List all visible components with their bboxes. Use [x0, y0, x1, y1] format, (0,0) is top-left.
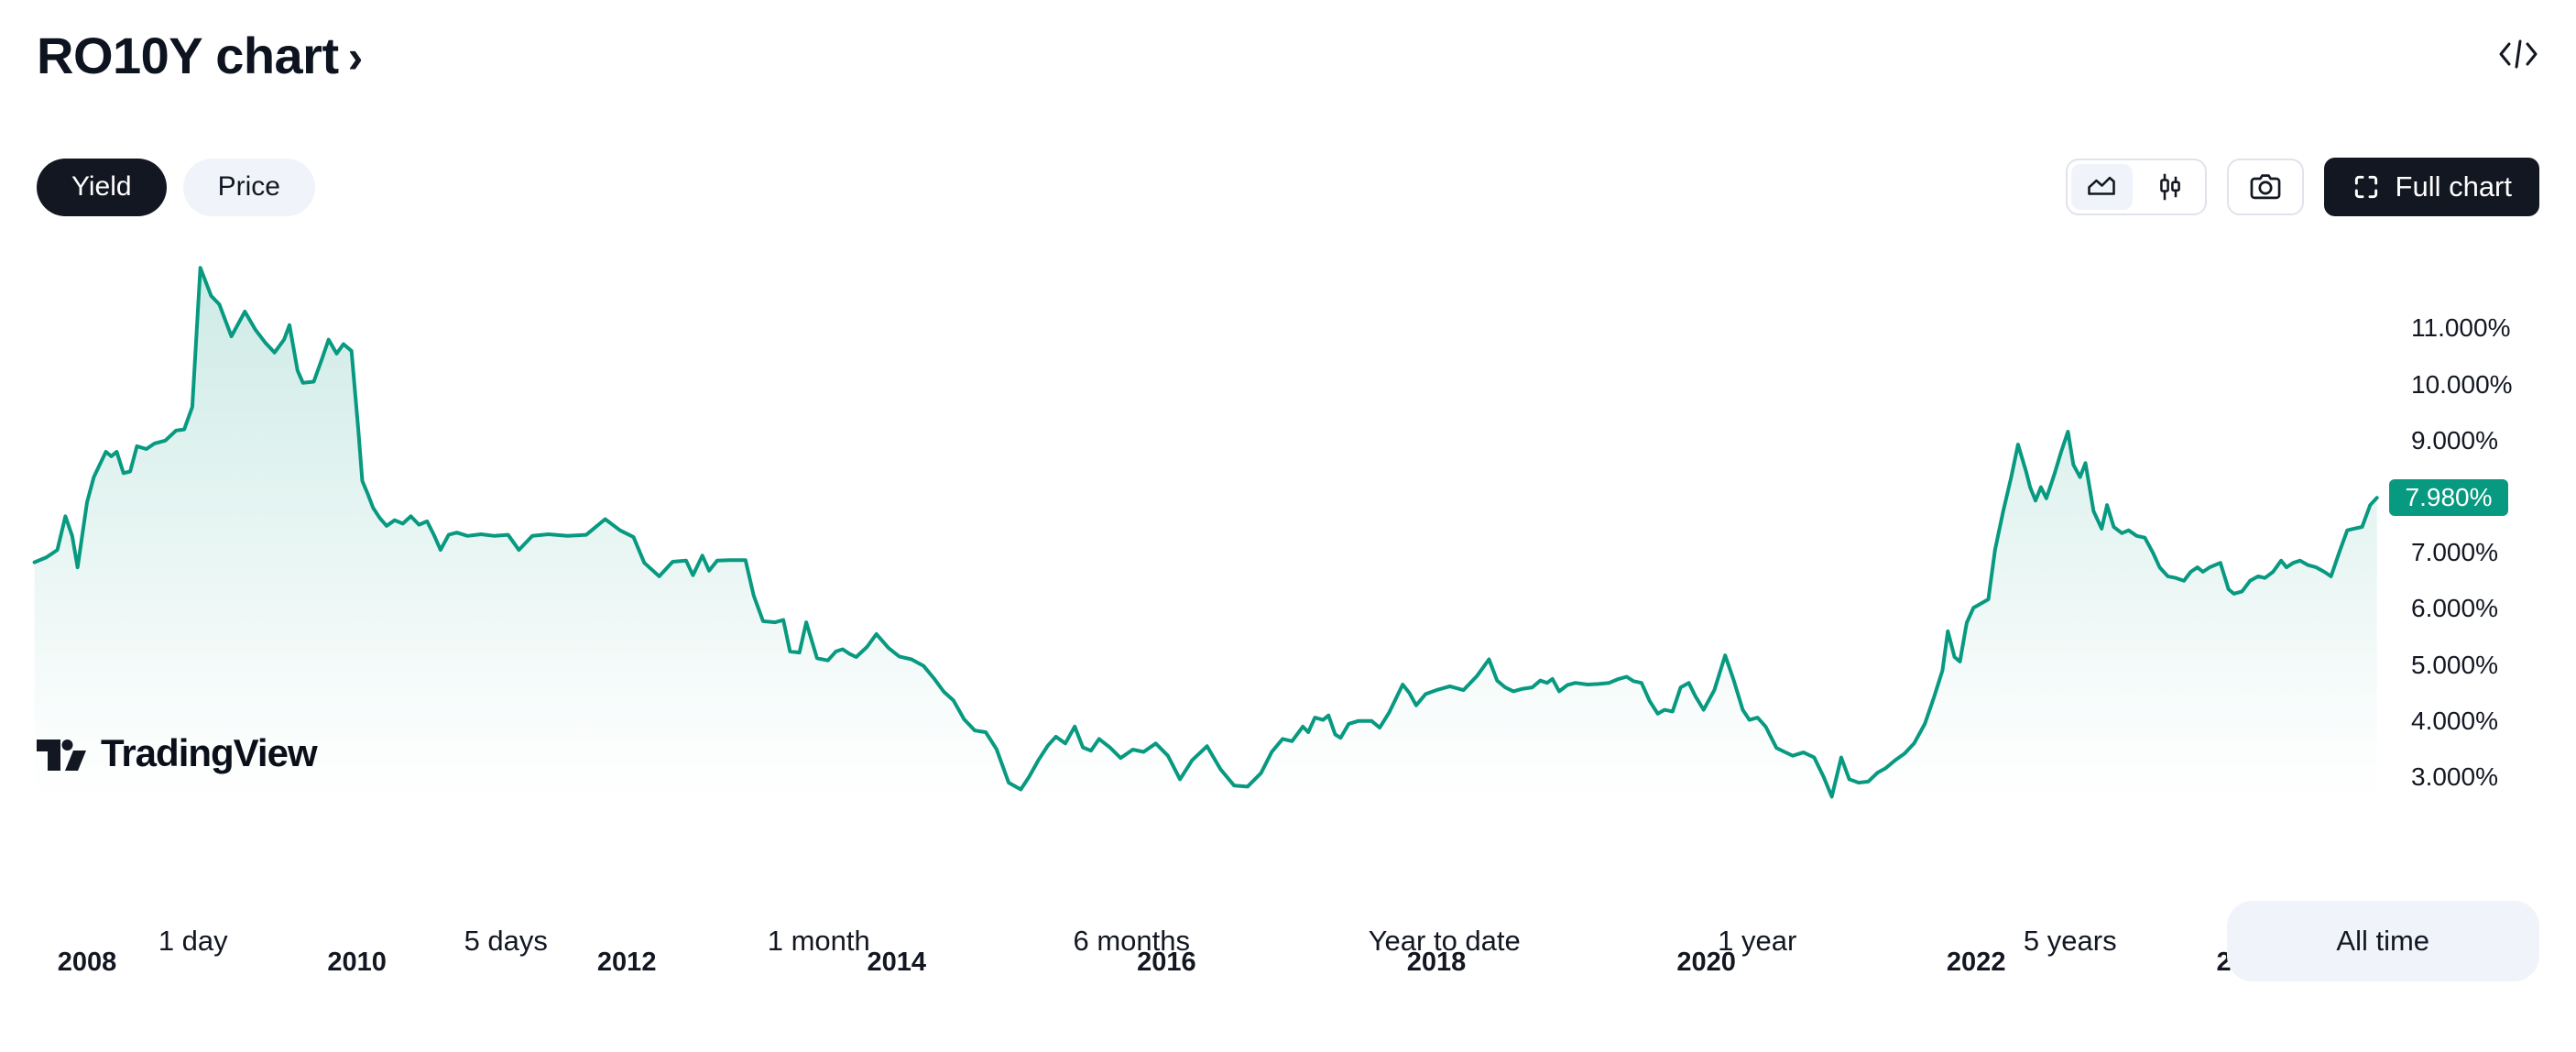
range-selector: 1 day 5 days 1 month 6 months Year to date 1 … — [37, 901, 2539, 981]
range-button-1-month[interactable]: 1 month — [740, 901, 898, 981]
area-chart-icon — [2088, 176, 2115, 195]
x-axis-label: 2008 — [57, 948, 117, 977]
range-button-5-days[interactable]: 5 days — [437, 901, 575, 981]
page-title-text: RO10Y chart — [37, 27, 339, 84]
y-axis-label: 3.000% — [2411, 762, 2498, 791]
embed-code-button[interactable] — [2497, 38, 2539, 74]
x-axis-label: 2022 — [1946, 948, 2006, 977]
range-button-5-years[interactable]: 5 years — [1996, 901, 2145, 981]
camera-icon — [2250, 174, 2280, 200]
yield-price-toggle: Yield Price — [37, 158, 315, 216]
chart-style-switcher — [2065, 159, 2207, 215]
controls-row: Yield Price — [37, 158, 2539, 216]
chart-tools: Full chart — [2065, 158, 2539, 216]
snapshot-button[interactable] — [2226, 159, 2304, 215]
x-axis-label: 2012 — [596, 948, 657, 977]
range-cell: 6 months — [976, 901, 1289, 981]
range-cell: All time — [2226, 901, 2539, 981]
tradingview-logo[interactable]: TradingView — [35, 731, 318, 775]
full-chart-button[interactable]: Full chart — [2323, 158, 2539, 216]
range-button-6-months[interactable]: 6 months — [1045, 901, 1217, 981]
range-button-1-year[interactable]: 1 year — [1690, 901, 1824, 981]
current-value-badge: 7.980% — [2389, 479, 2508, 517]
y-axis-label: 5.000% — [2411, 650, 2498, 679]
x-axis-label: 2010 — [327, 948, 387, 977]
area-chart-style-button[interactable] — [2070, 164, 2133, 210]
y-axis-label: 11.000% — [2411, 313, 2511, 343]
chevron-right-icon: › — [347, 30, 364, 82]
header: RO10Y chart › — [37, 26, 2539, 85]
page-title[interactable]: RO10Y chart › — [37, 26, 363, 85]
yield-area-series — [32, 266, 2379, 806]
x-axis-label: 2018 — [1406, 948, 1467, 977]
range-cell: 5 years — [1914, 901, 2227, 981]
y-axis-label: 9.000% — [2411, 425, 2498, 455]
range-cell: 1 year — [1601, 901, 1915, 981]
range-cell: Year to date — [1288, 901, 1601, 981]
candles-icon — [2160, 173, 2180, 201]
y-axis-label: 4.000% — [2411, 706, 2498, 735]
x-axis-label: 2014 — [867, 948, 927, 977]
range-cell: 5 days — [350, 901, 663, 981]
code-icon — [2499, 39, 2538, 69]
range-cell: 1 month — [662, 901, 976, 981]
price-toggle-button[interactable]: Price — [182, 158, 315, 216]
tradingview-logo-icon — [37, 740, 86, 771]
x-axis-label: 2016 — [1137, 948, 1196, 977]
range-cell: 1 day — [37, 901, 350, 981]
y-axis-label: 6.000% — [2411, 594, 2498, 623]
range-button-all-time[interactable]: All time — [2226, 901, 2539, 981]
range-button-1-day[interactable]: 1 day — [131, 901, 256, 981]
candles-chart-style-button[interactable] — [2140, 164, 2201, 210]
price-chart[interactable]: 11.000% 10.000% 9.000% 7.000% 6.000% 5.000% 4.… — [0, 137, 2576, 977]
y-axis-label: 10.000% — [2411, 369, 2513, 399]
tradingview-logo-text: TradingView — [101, 731, 318, 774]
fullscreen-icon — [2354, 175, 2377, 199]
range-button-year-to-date[interactable]: Year to date — [1341, 901, 1548, 981]
yield-toggle-button[interactable]: Yield — [37, 158, 167, 216]
full-chart-label: Full chart — [2395, 170, 2512, 203]
y-axis-label: 7.000% — [2411, 538, 2498, 567]
x-axis-label: 2020 — [1676, 948, 1736, 977]
